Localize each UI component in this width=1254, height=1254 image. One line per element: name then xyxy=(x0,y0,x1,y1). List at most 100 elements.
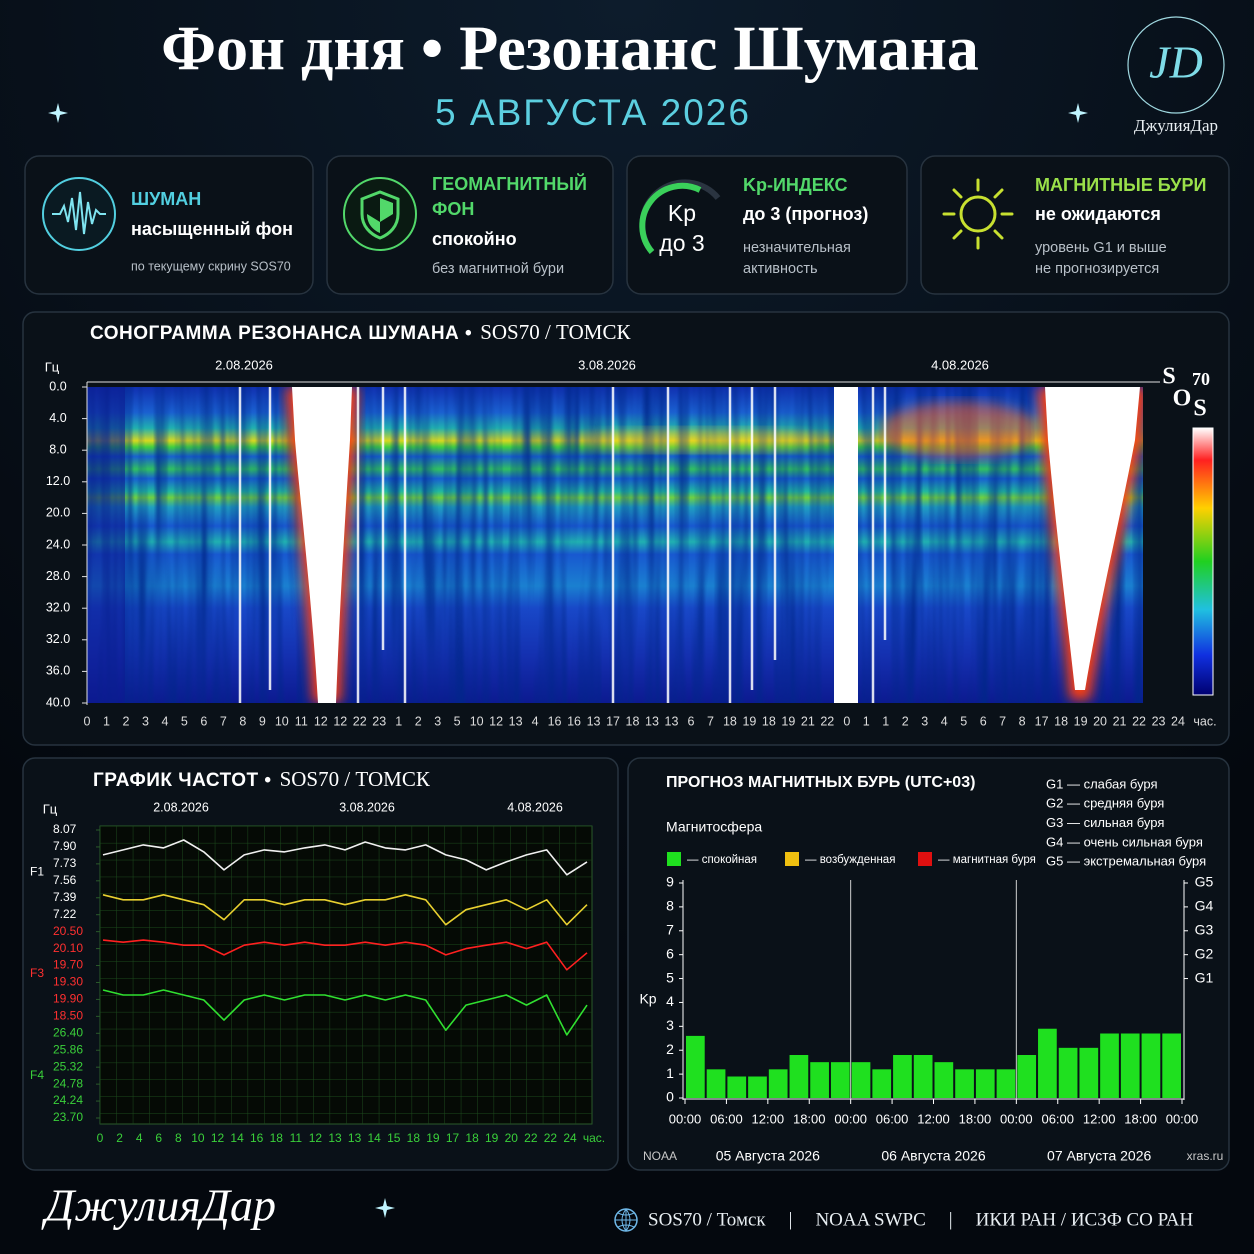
x-tick-label: 2 xyxy=(415,714,422,728)
y-axis-label: Kp xyxy=(639,991,656,1007)
x-tick-label: 19 xyxy=(426,1131,440,1145)
x-tick-label: 23 xyxy=(372,714,386,728)
y-tick-label: 20.10 xyxy=(53,941,83,955)
bar xyxy=(851,1062,871,1098)
logo-initials: JD xyxy=(1149,37,1203,88)
y2-tick-label: G5 xyxy=(1195,874,1214,890)
x-tick-label: 23 xyxy=(1152,714,1166,728)
date-label: 2.08.2026 xyxy=(153,800,209,814)
x-tick-label: 22 xyxy=(353,714,367,728)
x-tick-label: 5 xyxy=(454,714,461,728)
shuman-icon xyxy=(42,177,116,251)
colorbar-logo: O xyxy=(1173,386,1192,412)
x-tick-label: 21 xyxy=(801,714,815,728)
x-tick-label: 12:00 xyxy=(917,1111,950,1126)
day-label: 05 Августа 2026 xyxy=(716,1148,820,1164)
frequency-line xyxy=(102,939,588,971)
y-tick-label: 0.0 xyxy=(49,379,66,393)
x-tick-label: 5 xyxy=(960,714,967,728)
y-tick-label: 26.40 xyxy=(53,1025,83,1039)
card xyxy=(920,155,1230,295)
spectrogram-panel: СОНОГРАММА РЕЗОНАНСА ШУМАНА • SOS70 / ТОМ… xyxy=(22,311,1230,746)
x-tick-label: 18:00 xyxy=(959,1111,992,1126)
colorbar-logo: S xyxy=(1193,396,1206,422)
y-tick-label: 19.70 xyxy=(53,958,83,972)
x-tick-label: 18 xyxy=(762,714,776,728)
x-tick-label: 8 xyxy=(175,1131,182,1145)
y-tick-label: 7.73 xyxy=(53,856,77,870)
frequency-line xyxy=(102,839,588,876)
sparkle xyxy=(375,1198,395,1218)
grid xyxy=(100,826,592,1124)
x-tick-label: 5 xyxy=(181,714,188,728)
y-axis-label: Гц xyxy=(43,801,58,816)
page-date: 5 АВГУСТА 2026 xyxy=(435,92,751,133)
y-tick-label: 7.39 xyxy=(53,890,77,904)
card-note: без магнитной бури xyxy=(432,261,564,277)
legend-label: — спокойная xyxy=(687,854,757,866)
colorbar xyxy=(1192,427,1214,696)
title: СОНОГРАММА РЕЗОНАНСА ШУМАНА • xyxy=(90,323,472,344)
x-tick-label: 00:00 xyxy=(669,1111,702,1126)
y-tick-label: 6 xyxy=(666,945,674,961)
card-note: незначительная xyxy=(743,240,851,256)
y-tick-label: 5 xyxy=(666,969,674,985)
x-unit: час. xyxy=(583,1131,605,1145)
date-label: 3.08.2026 xyxy=(578,357,636,372)
x-tick-label: 15 xyxy=(387,1131,401,1145)
x-tick-label: 12:00 xyxy=(752,1111,785,1126)
x-tick-label: 18 xyxy=(465,1131,479,1145)
x-tick-label: 17 xyxy=(1035,714,1049,728)
x-tick-label: 6 xyxy=(155,1131,162,1145)
x-tick-label: 22 xyxy=(524,1131,538,1145)
x-tick-label: 20 xyxy=(1093,714,1107,728)
footer-source: ИКИ РАН / ИСЗФ СО РАН xyxy=(976,1209,1194,1230)
x-tick-label: 7 xyxy=(220,714,227,728)
card-note: не прогнозируется xyxy=(1035,261,1159,277)
footer: ДжулияДар SOS70 / Томск | NOAA SWPC | ИКИ РА… xyxy=(41,1180,1194,1232)
burst xyxy=(834,387,858,703)
g-scale-entry: G4 — очень сильная буря xyxy=(1046,834,1203,849)
card-title: ФОН xyxy=(432,199,474,219)
frequency-line xyxy=(102,989,588,1036)
date-label: 3.08.2026 xyxy=(339,800,395,814)
y-tick-label: 25.32 xyxy=(53,1059,83,1073)
gauge-label: Kp xyxy=(668,200,696,226)
date-label: 4.08.2026 xyxy=(507,800,563,814)
y-tick-label: 18.50 xyxy=(53,1009,83,1023)
x-tick-label: 10 xyxy=(191,1131,205,1145)
y-tick-label: 8.0 xyxy=(49,442,66,456)
hot-spot xyxy=(880,402,1040,458)
g-scale-entry: G5 — экстремальная буря xyxy=(1046,854,1206,869)
y-tick-label: 12.0 xyxy=(46,474,70,488)
chart-title: ГРАФИК ЧАСТОТ • SOS70 / ТОМСК xyxy=(93,767,431,791)
x-tick-label: 06:00 xyxy=(1041,1111,1074,1126)
footer-source: | xyxy=(789,1209,793,1230)
x-tick-label: 3 xyxy=(142,714,149,728)
y2-tick-label: G4 xyxy=(1195,898,1214,914)
x-tick-label: 9 xyxy=(259,714,266,728)
y2-tick-label: G3 xyxy=(1195,921,1214,937)
title: ГРАФИК ЧАСТОТ • xyxy=(93,770,272,791)
colorbar-logo: S xyxy=(1162,364,1175,390)
page-title: Фон дня • Резонанс Шумана xyxy=(161,13,979,84)
y-tick-label: 7 xyxy=(666,921,674,937)
chart-title: ПРОГНОЗ МАГНИТНЫХ БУРЬ (UTC+03) xyxy=(666,774,975,791)
x-tick-label: 13 xyxy=(645,714,659,728)
frequency-panel: ГРАФИК ЧАСТОТ • SOS70 / ТОМСК Гц 8.07 7.90… xyxy=(22,757,619,1171)
g-scale-entry: G2 — средняя буря xyxy=(1046,796,1164,811)
y-tick-label: 2 xyxy=(666,1041,674,1057)
x-tick-label: 4 xyxy=(532,714,539,728)
x-tick-label: 18 xyxy=(270,1131,284,1145)
x-tick-label: 12 xyxy=(489,714,503,728)
x-tick-label: 17 xyxy=(606,714,620,728)
day-label: 06 Августа 2026 xyxy=(881,1148,985,1164)
y-tick-label: 20.0 xyxy=(46,506,70,520)
footer-source: SOS70 / Томск xyxy=(648,1209,766,1230)
y-tick-label: 19.30 xyxy=(53,975,83,989)
x-tick-label: 11 xyxy=(290,1131,303,1145)
y-tick-label: 8 xyxy=(666,898,674,914)
x-tick-label: 18 xyxy=(1054,714,1068,728)
y-tick-label: 4 xyxy=(666,993,674,1009)
x-tick-label: 0 xyxy=(84,714,91,728)
